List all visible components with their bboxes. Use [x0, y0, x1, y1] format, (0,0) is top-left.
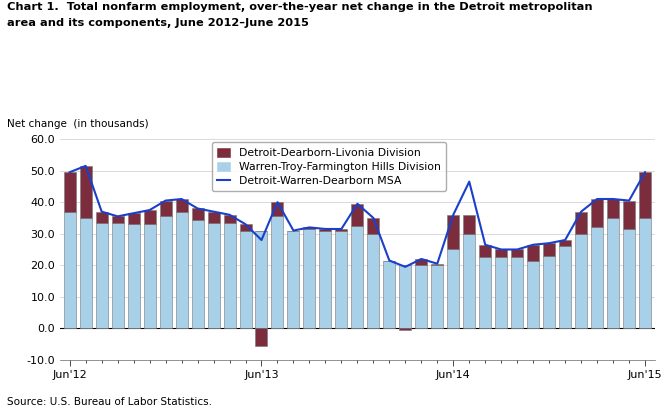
Bar: [176, 211, 188, 328]
Bar: [559, 246, 571, 328]
Text: Net change  (in thousands): Net change (in thousands): [7, 119, 148, 129]
Bar: [367, 234, 379, 328]
Bar: [319, 231, 331, 328]
Bar: [527, 245, 539, 261]
Bar: [351, 226, 363, 328]
Bar: [367, 218, 379, 234]
Bar: [543, 256, 555, 328]
Bar: [479, 245, 491, 257]
Bar: [464, 215, 475, 234]
Bar: [639, 218, 651, 328]
Bar: [527, 261, 539, 328]
Bar: [240, 224, 251, 231]
Bar: [511, 249, 523, 257]
Bar: [96, 222, 108, 328]
Bar: [623, 200, 635, 229]
Bar: [208, 211, 220, 222]
Bar: [607, 199, 619, 218]
Text: area and its components, June 2012–June 2015: area and its components, June 2012–June …: [7, 18, 309, 27]
Bar: [96, 211, 108, 222]
Bar: [511, 257, 523, 328]
Bar: [255, 231, 267, 328]
Bar: [192, 209, 204, 220]
Bar: [495, 249, 507, 257]
Bar: [224, 222, 236, 328]
Bar: [335, 229, 347, 231]
Bar: [128, 224, 140, 328]
Bar: [208, 222, 220, 328]
Bar: [351, 204, 363, 226]
Bar: [79, 218, 92, 328]
Bar: [319, 229, 331, 231]
Bar: [63, 211, 75, 328]
Bar: [335, 231, 347, 328]
Bar: [192, 220, 204, 328]
Bar: [144, 210, 156, 224]
Bar: [591, 227, 603, 328]
Bar: [79, 166, 92, 218]
Bar: [479, 257, 491, 328]
Bar: [448, 249, 460, 328]
Bar: [303, 229, 315, 328]
Bar: [575, 211, 587, 234]
Bar: [303, 227, 315, 229]
Bar: [543, 243, 555, 256]
Bar: [432, 265, 444, 328]
Bar: [240, 231, 251, 328]
Bar: [415, 265, 428, 328]
Bar: [399, 328, 411, 330]
Bar: [112, 222, 124, 328]
Bar: [224, 215, 236, 222]
Bar: [575, 234, 587, 328]
Bar: [448, 215, 460, 249]
Bar: [464, 234, 475, 328]
Bar: [176, 199, 188, 211]
Bar: [399, 265, 411, 328]
Bar: [128, 213, 140, 224]
Legend: Detroit-Dearborn-Livonia Division, Warren-Troy-Farmington Hills Division, Detroi: Detroit-Dearborn-Livonia Division, Warre…: [212, 142, 446, 191]
Bar: [607, 218, 619, 328]
Bar: [160, 216, 172, 328]
Bar: [415, 259, 428, 265]
Text: Source: U.S. Bureau of Labor Statistics.: Source: U.S. Bureau of Labor Statistics.: [7, 397, 212, 407]
Bar: [591, 199, 603, 227]
Bar: [271, 202, 283, 216]
Bar: [495, 257, 507, 328]
Bar: [559, 240, 571, 246]
Bar: [112, 216, 124, 222]
Bar: [623, 229, 635, 328]
Bar: [144, 224, 156, 328]
Bar: [255, 328, 267, 346]
Bar: [287, 231, 299, 328]
Text: Chart 1.  Total nonfarm employment, over-the-year net change in the Detroit metr: Chart 1. Total nonfarm employment, over-…: [7, 2, 593, 12]
Bar: [160, 200, 172, 216]
Bar: [271, 216, 283, 328]
Bar: [383, 261, 395, 328]
Bar: [639, 172, 651, 218]
Bar: [63, 172, 75, 211]
Bar: [432, 264, 444, 265]
